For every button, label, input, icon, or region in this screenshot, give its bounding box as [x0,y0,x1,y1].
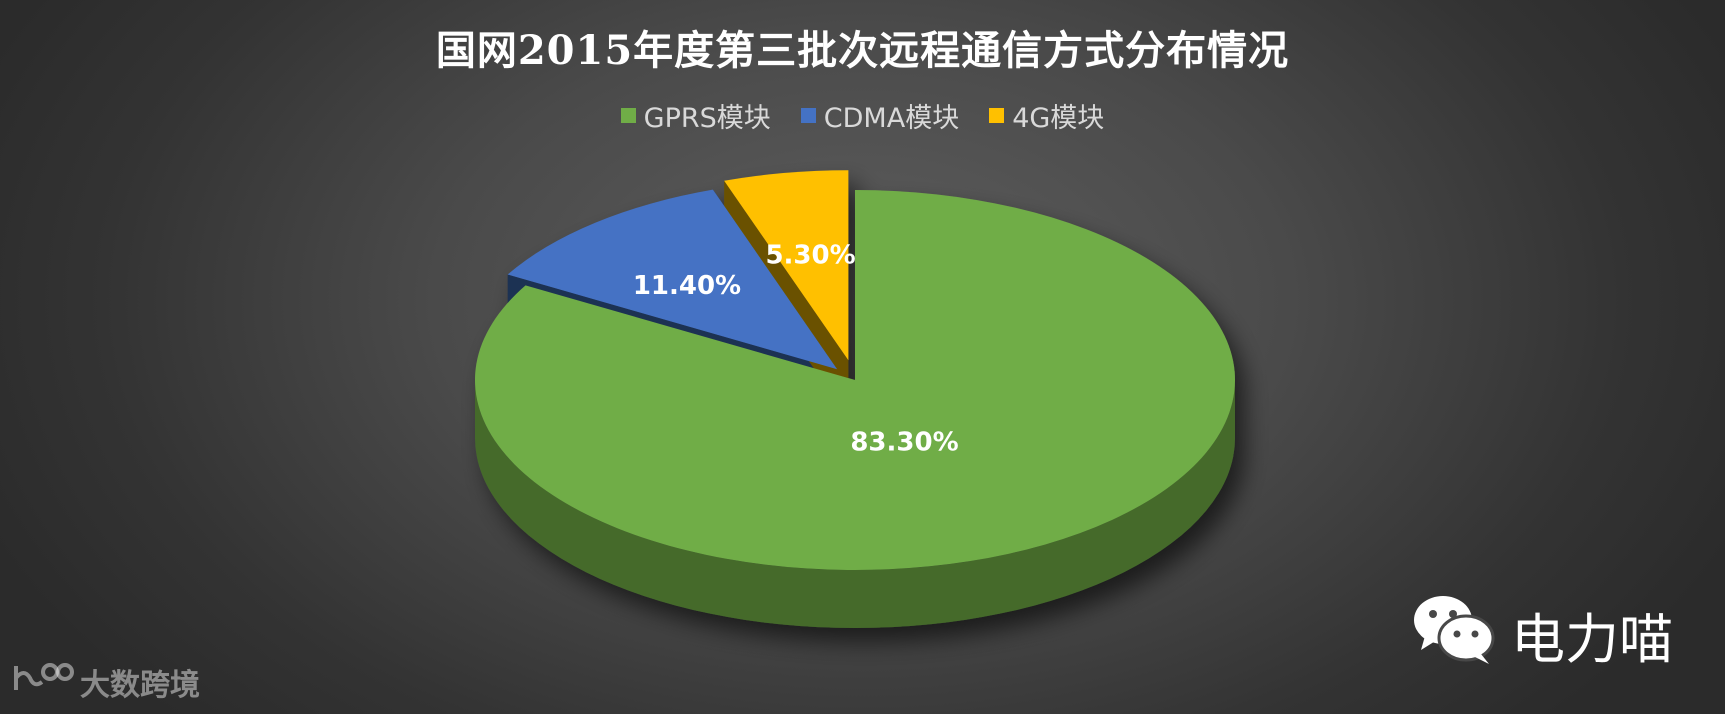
slice-wall-0 [475,380,1235,628]
legend-label-4g: 4G模块 [1012,103,1105,134]
brand: 电力喵 [1411,590,1673,679]
logo-icon [12,660,74,704]
slice-top-1 [507,189,838,370]
legend-item-cdma: CDMA模块 [800,96,960,135]
chart-title: 国网2015年度第三批次远程通信方式分布情况 [435,27,1290,74]
data-label-0: 83.30% [850,427,958,457]
legend-swatch-4g [989,108,1005,123]
legend-swatch-cdma [800,108,816,123]
legend-item-4g: 4G模块 [989,96,1104,135]
data-label-1: 11.40% [633,271,741,301]
legend-item-gprs: GPRS模块 [620,96,771,135]
slice-top-0 [474,190,1235,570]
legend-label-cdma: CDMA模块 [823,103,960,134]
chart-legend: GPRS模块 CDMA模块 4G模块 [0,96,1725,135]
slice-top-2 [724,170,849,361]
legend-swatch-gprs [620,108,636,123]
legend-label-gprs: GPRS模块 [643,103,771,134]
data-label-2: 5.30% [765,240,855,270]
brand-name: 电力喵 [1511,608,1673,671]
watermark-text: 大数跨境 [80,668,200,703]
wechat-icon [1411,590,1497,679]
watermark: 大数跨境 [12,660,200,704]
